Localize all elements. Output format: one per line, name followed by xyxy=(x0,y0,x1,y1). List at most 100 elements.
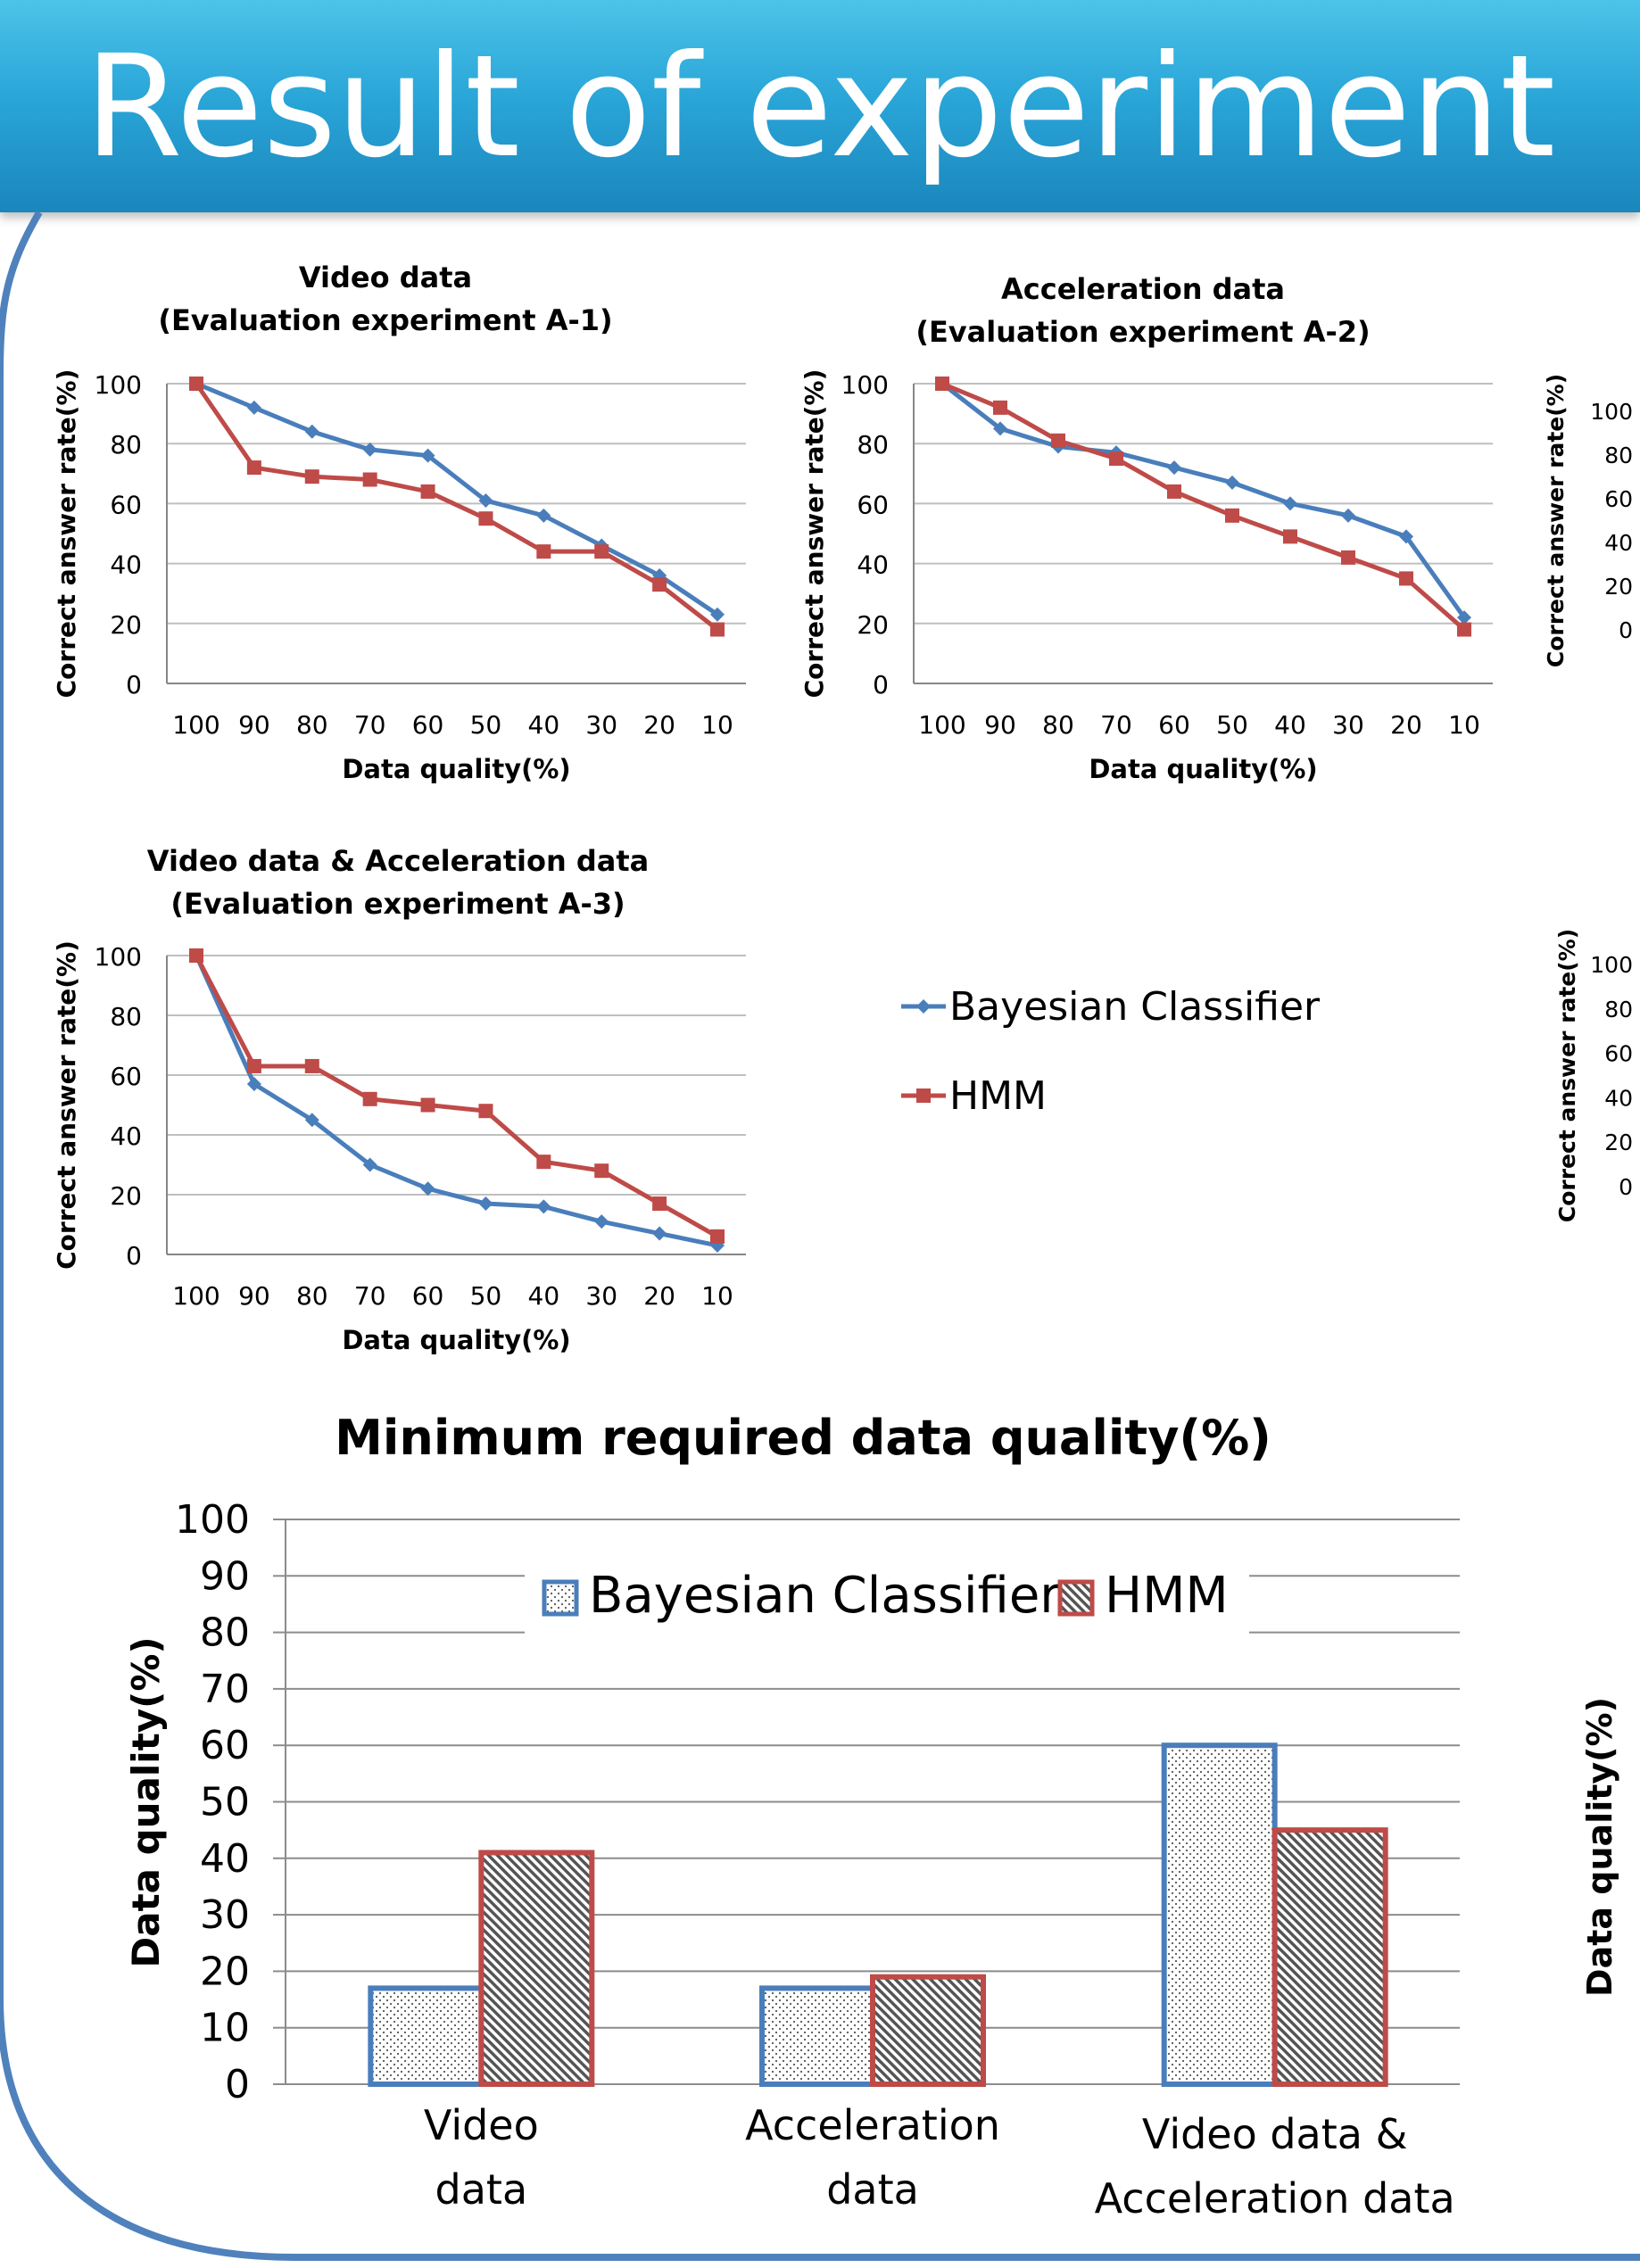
y-tick-label: 20 xyxy=(110,1181,142,1211)
x-tick-label: 60 xyxy=(412,1281,444,1311)
bayesian-point xyxy=(304,424,319,439)
page-title: Result of experiment xyxy=(84,25,1556,189)
category-label: Acceleration xyxy=(745,2101,1000,2149)
partial-y-tick-label: 80 xyxy=(1604,443,1633,468)
bayesian-point xyxy=(652,1226,667,1241)
bayesian-point xyxy=(1225,475,1239,490)
y-tick-label: 50 xyxy=(200,1780,250,1825)
hmm-point xyxy=(594,1163,609,1179)
bayesian-point xyxy=(362,1157,377,1172)
hmm-point xyxy=(652,577,667,592)
x-tick-label: 40 xyxy=(528,1281,560,1311)
y-tick-label: 70 xyxy=(200,1667,250,1712)
hmm-point xyxy=(189,948,203,963)
x-tick-label: 20 xyxy=(643,1281,675,1311)
hmm-point xyxy=(710,1229,725,1244)
hmm-point xyxy=(420,484,435,499)
y-tick-label: 60 xyxy=(110,1062,142,1091)
partial-bar-y-axis-label: Data quality(%) xyxy=(1580,1697,1619,1997)
x-tick-label: 50 xyxy=(470,710,502,740)
hmm-point xyxy=(478,1104,493,1119)
chart-title-line: Video data & Acceleration data xyxy=(147,844,650,878)
bayesian-point xyxy=(710,607,725,622)
bayesian-bar xyxy=(759,1985,875,2087)
hmm-point xyxy=(993,400,1007,415)
y-tick-label: 0 xyxy=(225,2062,250,2107)
y-axis-label: Correct answer rate(%) xyxy=(52,940,81,1270)
partial-y-tick-label: 60 xyxy=(1604,1041,1633,1067)
y-tick-label: 80 xyxy=(200,1610,250,1656)
hmm-series-line xyxy=(194,382,719,632)
chart-partial-line-middle: 0 20 40 60 80 100 Correct answer rate(%) xyxy=(1554,929,1633,1222)
y-tick-label: 100 xyxy=(95,370,142,400)
hmm-point xyxy=(710,622,725,637)
chart-combined-line: Video data & Acceleration data (Evaluatio… xyxy=(52,844,746,1355)
hmm-point xyxy=(1051,433,1065,448)
hmm-point xyxy=(246,460,261,476)
bayesian-point xyxy=(478,1196,493,1212)
bayesian-series-line xyxy=(194,954,718,1248)
bayesian-series-line xyxy=(195,381,719,617)
bar-legend-hmm-swatch xyxy=(1057,1579,1095,1617)
legend-hmm-marker xyxy=(916,1088,931,1103)
hmm-series-line xyxy=(941,381,1466,632)
partial-y-tick-label: 40 xyxy=(1604,530,1633,556)
hmm-point xyxy=(189,377,203,391)
x-tick-label: 90 xyxy=(984,710,1016,740)
bayesian-point xyxy=(1283,496,1297,511)
hmm-point xyxy=(935,377,949,391)
y-tick-label: 30 xyxy=(200,1892,250,1938)
y-tick-label: 40 xyxy=(110,550,142,580)
hmm-point xyxy=(304,469,319,484)
hmm-point xyxy=(246,1058,261,1073)
x-tick-label: 10 xyxy=(701,1281,733,1311)
category-label: Acceleration data xyxy=(1095,2174,1455,2222)
chart-partial-line-top: 0 20 40 60 80 100 Correct answer rate(%) xyxy=(1543,374,1633,667)
hmm-point xyxy=(304,1058,319,1073)
chart-acceleration-line: Acceleration data (Evaluation experiment … xyxy=(799,272,1493,784)
hmm-series-line xyxy=(194,954,719,1239)
partial-y-tick-label: 100 xyxy=(1590,952,1633,978)
hmm-point xyxy=(1283,529,1297,544)
x-tick-label: 90 xyxy=(238,1281,270,1311)
hmm-bar xyxy=(1271,1827,1388,2087)
y-tick-label: 20 xyxy=(110,610,142,640)
x-tick-label: 10 xyxy=(1448,710,1480,740)
bayesian-point xyxy=(420,1181,435,1196)
x-axis-label: Data quality(%) xyxy=(342,754,570,784)
x-tick-label: 30 xyxy=(585,1281,617,1311)
x-tick-label: 80 xyxy=(296,1281,328,1311)
partial-y-tick-label: 20 xyxy=(1604,1130,1633,1155)
frame-curve xyxy=(0,210,1640,2261)
y-tick-label: 40 xyxy=(200,1836,250,1882)
partial-y-axis-label: Correct answer rate(%) xyxy=(1554,929,1580,1222)
hmm-point xyxy=(1225,508,1239,523)
hmm-point xyxy=(1109,451,1123,466)
chart-title-line: (Evaluation experiment A-1) xyxy=(158,303,612,337)
chart-title-line: (Evaluation experiment A-3) xyxy=(170,887,625,921)
category-label: Video data & xyxy=(1142,2110,1408,2158)
category-label: Video xyxy=(424,2101,539,2149)
bayesian-point xyxy=(420,448,435,463)
bayesian-point xyxy=(594,1214,609,1229)
hmm-point xyxy=(362,472,377,487)
bayesian-point xyxy=(536,508,551,523)
x-tick-label: 10 xyxy=(701,710,733,740)
x-tick-label: 20 xyxy=(1390,710,1422,740)
x-tick-label: 40 xyxy=(1274,710,1306,740)
bayesian-point xyxy=(536,1199,551,1214)
x-tick-label: 80 xyxy=(296,710,328,740)
y-tick-label: 20 xyxy=(200,1949,250,1994)
x-tick-label: 100 xyxy=(918,710,965,740)
bayesian-point xyxy=(362,442,377,457)
x-tick-label: 40 xyxy=(528,710,560,740)
partial-y-tick-label: 100 xyxy=(1590,399,1633,425)
x-tick-label: 70 xyxy=(354,1281,386,1311)
hmm-point xyxy=(1457,622,1471,637)
partial-y-axis-label: Correct answer rate(%) xyxy=(1543,374,1569,667)
y-tick-label: 0 xyxy=(873,670,889,699)
partial-y-tick-label: 20 xyxy=(1604,574,1633,600)
x-tick-label: 100 xyxy=(172,710,219,740)
